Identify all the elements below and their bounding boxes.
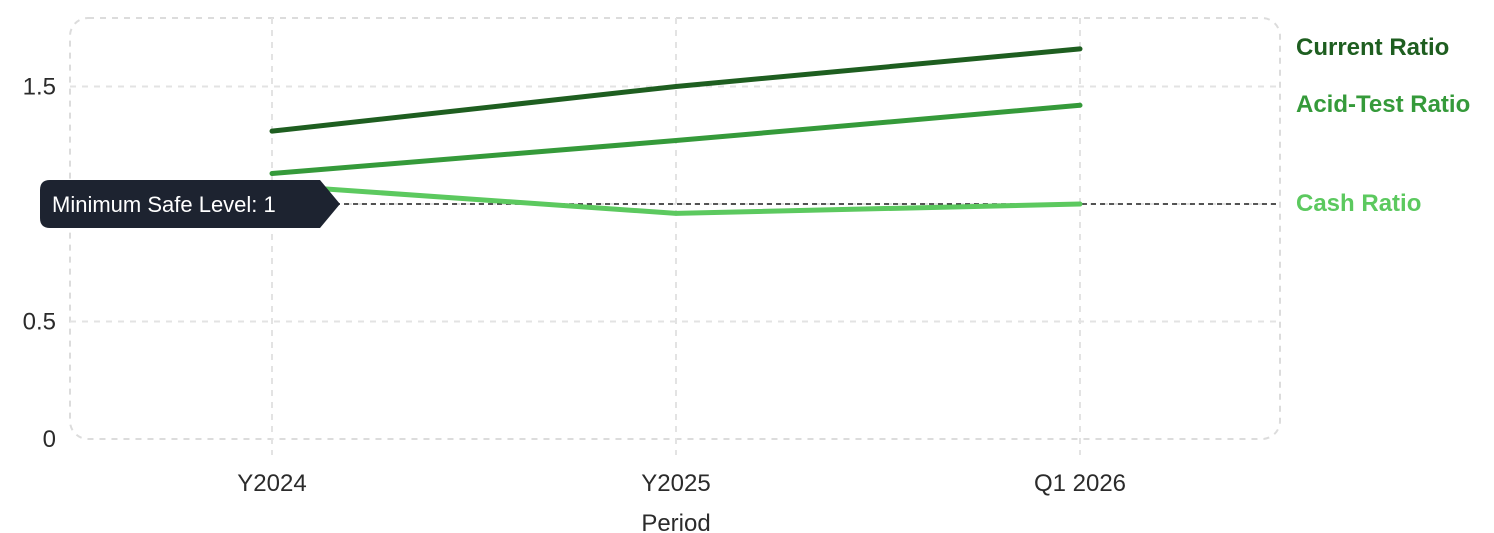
reference-label-text: Minimum Safe Level: 1 bbox=[52, 192, 276, 217]
series-line-current-ratio bbox=[269, 46, 1083, 134]
axis-layer: 0 0.5 1.5 Y2024 Y2025 Q1 2026 Period bbox=[23, 74, 1126, 533]
series-layer bbox=[269, 46, 1083, 216]
reference-label-badge: Minimum Safe Level: 1 bbox=[40, 180, 340, 228]
y-tick-label: 0 bbox=[43, 426, 56, 453]
grid-layer bbox=[69, 17, 1281, 455]
x-tick-label: Y2024 bbox=[237, 470, 306, 497]
y-tick-label: 0.5 bbox=[23, 309, 56, 336]
series-label-cash-ratio: Cash Ratio bbox=[1296, 190, 1421, 217]
y-tick-label: 1.5 bbox=[23, 74, 56, 101]
plot-frame bbox=[69, 17, 1281, 440]
x-tick-label: Q1 2026 bbox=[1034, 470, 1126, 497]
label-layer: Current Ratio Acid-Test Ratio Cash Ratio Mi… bbox=[40, 34, 1470, 228]
series-line-acid-test-ratio bbox=[269, 102, 1083, 176]
series-label-acid-test-ratio: Acid-Test Ratio bbox=[1296, 91, 1470, 118]
x-tick-label: Y2025 bbox=[641, 470, 710, 497]
reference-label-background bbox=[40, 180, 340, 228]
series-label-current-ratio: Current Ratio bbox=[1296, 34, 1449, 61]
series-line-cash-ratio bbox=[269, 182, 1083, 216]
x-axis-title: Period bbox=[641, 510, 710, 533]
